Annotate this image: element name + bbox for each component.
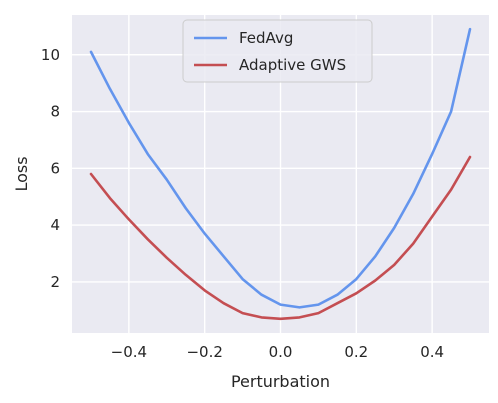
x-axis-label: Perturbation	[231, 372, 330, 391]
y-tick-label: 8	[50, 103, 60, 121]
y-tick-label: 6	[50, 159, 60, 177]
x-tick-label: −0.2	[186, 343, 222, 361]
y-tick-labels: 2 4 6 8 10	[41, 46, 60, 291]
x-tick-label: 0.2	[344, 343, 368, 361]
x-tick-label: −0.4	[111, 343, 147, 361]
legend: FedAvg Adaptive GWS	[182, 19, 373, 83]
y-axis-label: Loss	[12, 156, 31, 191]
legend-label: Adaptive GWS	[239, 56, 346, 74]
legend-label: FedAvg	[239, 29, 293, 47]
series-lines	[89, 27, 472, 321]
y-tick-label: 2	[50, 273, 60, 291]
series-line-adaptive-gws	[89, 155, 472, 321]
y-tick-label: 4	[50, 216, 60, 234]
y-tick-label: 10	[41, 46, 60, 64]
series-line-fedavg	[89, 27, 472, 309]
x-tick-labels: −0.4 −0.2 0.0 0.2 0.4	[111, 343, 444, 361]
x-tick-label: 0.4	[420, 343, 444, 361]
legend-box	[182, 19, 373, 83]
x-tick-label: 0.0	[269, 343, 293, 361]
